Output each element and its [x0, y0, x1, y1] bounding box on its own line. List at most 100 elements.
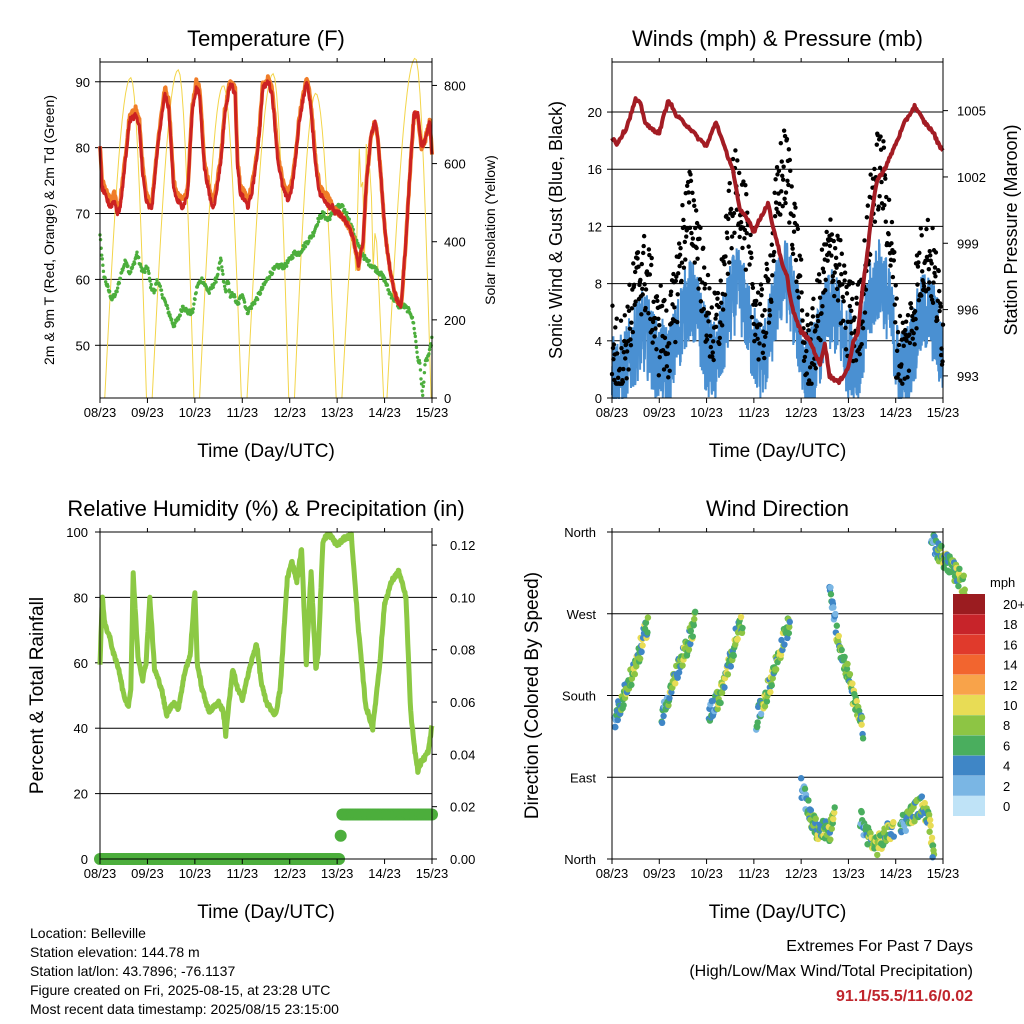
y-right-tick-label: 0.04	[450, 747, 475, 762]
gust-point	[841, 318, 846, 323]
x-tick-label: 14/23	[879, 405, 912, 420]
dewpoint-point	[200, 276, 204, 280]
gust-point	[766, 320, 772, 325]
direction-point	[658, 719, 666, 727]
x-tick-label: 15/23	[927, 866, 960, 881]
legend-label: 10	[1003, 698, 1017, 713]
gust-point	[628, 337, 633, 342]
direction-point	[781, 641, 788, 648]
gust-point	[736, 170, 742, 176]
direction-point	[832, 610, 839, 618]
gust-point	[617, 366, 623, 372]
gust-point	[692, 203, 697, 209]
dewpoint-point	[217, 267, 221, 271]
gust-point	[814, 324, 819, 329]
gust-point	[917, 250, 922, 256]
x-tick-label: 12/23	[785, 866, 818, 881]
dewpoint-point	[246, 309, 251, 314]
gust-point	[834, 286, 840, 292]
location-text: Location: Belleville	[30, 925, 146, 941]
x-tick-label: 10/23	[179, 866, 212, 881]
gust-point	[673, 339, 678, 345]
direction-point	[754, 719, 761, 726]
dewpoint-point	[385, 283, 390, 287]
gust-point	[752, 338, 757, 344]
direction-point	[828, 825, 835, 832]
direction-point	[769, 675, 776, 682]
gust-point	[711, 357, 716, 363]
y-tick-label: 100	[66, 525, 88, 540]
x-tick-label: 14/23	[879, 866, 912, 881]
direction-point	[835, 632, 842, 640]
gust-point	[926, 286, 931, 292]
y-right-axis-label: Solar Insolation (Yellow)	[482, 155, 498, 305]
gust-point	[766, 277, 771, 283]
dewpoint-point	[149, 282, 153, 287]
dewpoint-point	[347, 217, 351, 221]
gust-point	[889, 241, 894, 246]
dewpoint-point	[207, 291, 211, 295]
direction-point	[831, 804, 838, 811]
gust-point	[696, 286, 701, 291]
direction-point	[614, 716, 621, 724]
gust-point	[883, 219, 888, 224]
direction-point	[938, 542, 945, 550]
direction-point	[772, 666, 780, 673]
dewpoint-point	[411, 321, 416, 325]
x-tick-label: 11/23	[738, 405, 770, 420]
direction-point	[785, 629, 793, 637]
gust-point	[679, 260, 685, 265]
gust-point	[838, 238, 843, 243]
gust-point	[749, 315, 755, 320]
dewpoint-point	[216, 272, 220, 277]
direction-point	[690, 622, 697, 629]
gust-point	[633, 299, 638, 304]
dewpoint-point	[284, 264, 289, 268]
gust-point	[787, 157, 792, 163]
gust-point	[831, 238, 836, 244]
gust-point	[629, 306, 635, 311]
gust-point	[626, 308, 632, 314]
gust-point	[718, 278, 723, 283]
legend-label: 16	[1003, 637, 1017, 652]
gust-point	[758, 322, 763, 327]
dewpoint-point	[224, 289, 229, 293]
direction-point	[628, 681, 635, 689]
insolation-line	[199, 85, 242, 399]
direction-point	[902, 827, 909, 834]
y-tick-label: 80	[74, 590, 88, 605]
dewpoint-point	[421, 384, 425, 389]
dewpoint-point	[115, 289, 119, 294]
direction-point	[844, 660, 851, 668]
gust-point	[719, 300, 724, 306]
gust-point	[763, 334, 768, 340]
gust-point	[678, 245, 683, 251]
y-tick-label: 90	[76, 75, 90, 90]
dewpoint-point	[101, 263, 105, 267]
gust-point	[795, 226, 801, 232]
dewpoint-point	[345, 211, 349, 215]
direction-point	[830, 604, 837, 611]
gust-point	[649, 255, 654, 261]
direction-point	[960, 572, 967, 579]
gust-point	[761, 343, 766, 348]
gust-point	[794, 223, 800, 228]
gust-point	[830, 273, 836, 279]
gust-point	[926, 267, 932, 272]
dewpoint-point	[148, 279, 152, 283]
gust-point	[667, 368, 672, 374]
gust-point	[692, 260, 697, 265]
gust-point	[783, 190, 789, 195]
y-right-axis-label: Station Pressure (Maroon)	[1001, 124, 1021, 335]
gust-point	[929, 261, 934, 266]
gust-point	[704, 337, 710, 342]
gust-point	[797, 253, 802, 258]
direction-point	[961, 586, 968, 593]
dewpoint-point	[414, 345, 419, 350]
gust-point	[843, 347, 849, 352]
direction-point	[738, 629, 746, 637]
gust-point	[787, 220, 792, 225]
dewpoint-point	[343, 208, 347, 212]
gust-point	[649, 262, 654, 268]
gust-point	[710, 350, 715, 355]
